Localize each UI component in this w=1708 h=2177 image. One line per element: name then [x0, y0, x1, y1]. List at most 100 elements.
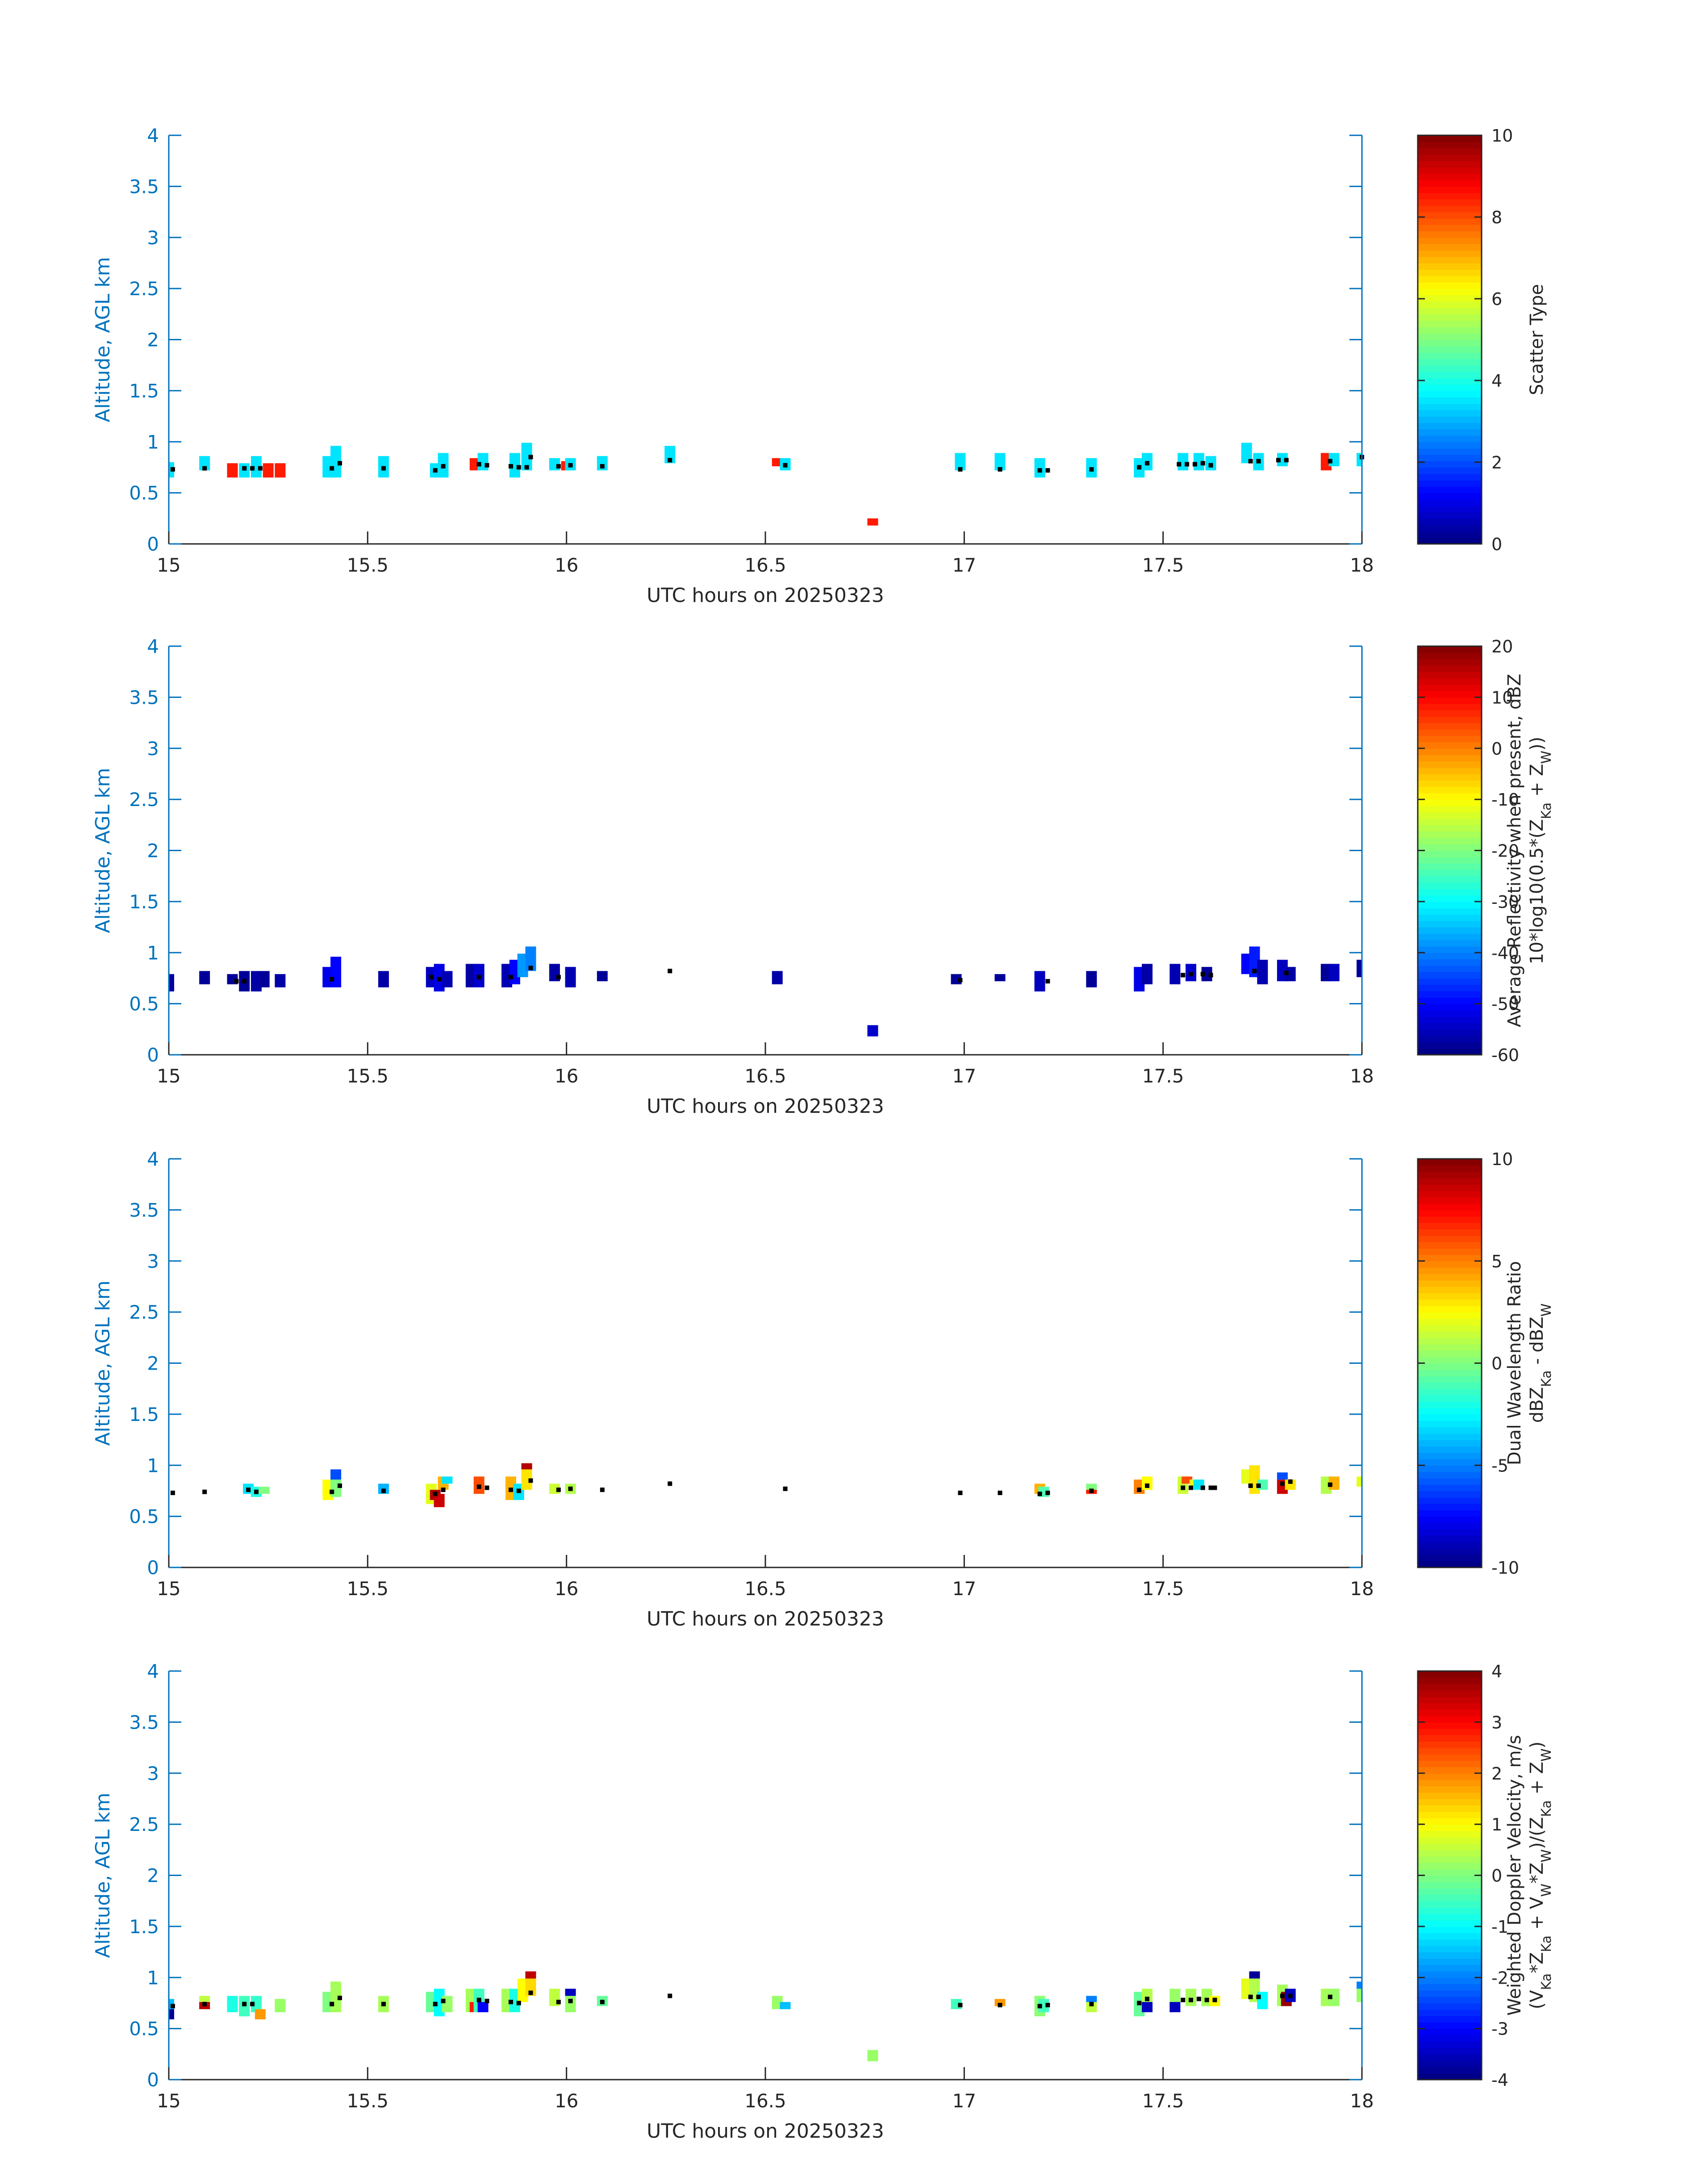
colorbar-tick-label: -5: [1491, 1456, 1508, 1475]
colorbar-swatch: [1418, 167, 1482, 174]
colorbar-swatch: [1418, 301, 1482, 308]
colorbar-swatch: [1418, 2003, 1482, 2010]
colorbar-swatch: [1418, 920, 1482, 928]
colorbar-swatch: [1418, 1684, 1482, 1691]
marker-point: [556, 464, 561, 469]
marker-point: [1252, 969, 1257, 974]
marker-point: [1196, 1997, 1201, 2002]
marker-point: [1089, 2002, 1094, 2006]
data-cell: [867, 2050, 878, 2061]
y-axis-label: Altitude, AGL km: [92, 257, 114, 422]
marker-point: [1037, 2004, 1042, 2009]
colorbar-swatch: [1418, 1197, 1482, 1204]
x-tick-label: 18: [1350, 2090, 1374, 2112]
colorbar-tick-label: 5: [1491, 1252, 1502, 1271]
marker-point: [433, 2002, 438, 2006]
x-tick-label: 17: [952, 554, 976, 576]
marker-point: [1145, 461, 1150, 466]
colorbar-swatch: [1418, 1023, 1482, 1030]
colorbar-swatch: [1418, 965, 1482, 972]
colorbar-swatch: [1418, 518, 1482, 525]
colorbar-swatch: [1418, 448, 1482, 455]
colorbar-swatch: [1418, 691, 1482, 698]
colorbar-swatch: [1418, 1754, 1482, 1761]
colorbar-swatch: [1418, 537, 1482, 544]
marker-point: [958, 2003, 963, 2008]
marker-point: [783, 463, 788, 468]
colorbar-tick-label: 2: [1491, 1764, 1502, 1784]
marker-point: [433, 468, 438, 473]
colorbar-swatch: [1418, 1716, 1482, 1723]
colorbar-swatch: [1418, 1811, 1482, 1818]
marker-point: [234, 979, 239, 984]
marker-point: [568, 1998, 573, 2003]
colorbar-swatch: [1418, 978, 1482, 985]
colorbar-tick-label: 20: [1491, 637, 1513, 656]
marker-point: [170, 2004, 175, 2009]
marker-point: [246, 1488, 251, 1492]
colorbar-swatch: [1418, 1363, 1482, 1370]
colorbar-label: Weighted Doppler Velocity, m/s: [1504, 1735, 1525, 2016]
colorbar-swatch: [1418, 1535, 1482, 1542]
colorbar-swatch: [1418, 1414, 1482, 1421]
colorbar-swatch: [1418, 1690, 1482, 1697]
colorbar-swatch: [1418, 506, 1482, 513]
colorbar-tick-label: -2: [1491, 1968, 1508, 1988]
colorbar-swatch: [1418, 1427, 1482, 1434]
marker-point: [1145, 1997, 1150, 2002]
marker-point: [998, 467, 1002, 472]
colorbar-swatch: [1418, 1036, 1482, 1043]
data-cell: [169, 974, 174, 992]
colorbar-tick-label: 10: [1491, 688, 1513, 707]
y-tick-label: 3: [147, 738, 159, 760]
y-tick-label: 2.5: [129, 789, 159, 811]
colorbar-swatch: [1418, 1446, 1482, 1453]
colorbar-swatch: [1418, 1554, 1482, 1562]
colorbar-tick-label: 8: [1491, 208, 1502, 227]
colorbar-swatch: [1418, 1901, 1482, 1908]
colorbar-swatch: [1418, 914, 1482, 921]
colorbar-swatch: [1418, 1325, 1482, 1332]
marker-point: [381, 466, 386, 471]
colorbar-swatch: [1418, 218, 1482, 225]
marker-point: [441, 1488, 446, 1492]
colorbar-swatch: [1418, 1728, 1482, 1735]
marker-point: [1181, 973, 1186, 978]
marker-point: [476, 462, 481, 467]
x-tick-label: 15.5: [347, 554, 389, 576]
colorbar-swatch: [1418, 493, 1482, 500]
colorbar-swatch: [1418, 1235, 1482, 1242]
colorbar-swatch: [1418, 2073, 1482, 2080]
colorbar-swatch: [1418, 1869, 1482, 1876]
colorbar-tick-label: -60: [1491, 1045, 1519, 1065]
colorbar-swatch: [1418, 1856, 1482, 1863]
colorbar-swatch: [1418, 659, 1482, 666]
colorbar-swatch: [1418, 390, 1482, 397]
marker-point: [1037, 1492, 1042, 1496]
colorbar-swatch: [1418, 1478, 1482, 1485]
marker-point: [1328, 1482, 1332, 1487]
colorbar-swatch: [1418, 723, 1482, 730]
colorbar-swatch: [1418, 1939, 1482, 1946]
colorbar-swatch: [1418, 276, 1482, 283]
colorbar-swatch: [1418, 180, 1482, 187]
colorbar-swatch: [1418, 1984, 1482, 1991]
data-cell: [275, 463, 286, 478]
data-cell: [565, 967, 576, 988]
colorbar-swatch: [1418, 1818, 1482, 1825]
y-tick-label: 2: [147, 840, 159, 862]
y-tick-label: 0.5: [129, 1506, 159, 1528]
x-tick-label: 15: [157, 2090, 180, 2112]
colorbar-swatch: [1418, 250, 1482, 257]
marker-point: [1200, 461, 1205, 466]
colorbar-tick-label: 0: [1491, 739, 1502, 759]
marker-point: [1284, 458, 1289, 463]
marker-point: [1208, 1485, 1213, 1490]
y-tick-label: 3.5: [129, 1711, 159, 1733]
marker-point: [556, 1488, 561, 1492]
colorbar-swatch: [1418, 1805, 1482, 1812]
data-cell: [259, 971, 270, 988]
marker-point: [1089, 467, 1094, 472]
panel-reflectivity: 0 0.5 1 1.5 2 2.5 3 3.5 4 15 15.5 16 16.5 17 17.5 18 Alt…: [92, 635, 1554, 1118]
marker-point: [516, 465, 521, 470]
